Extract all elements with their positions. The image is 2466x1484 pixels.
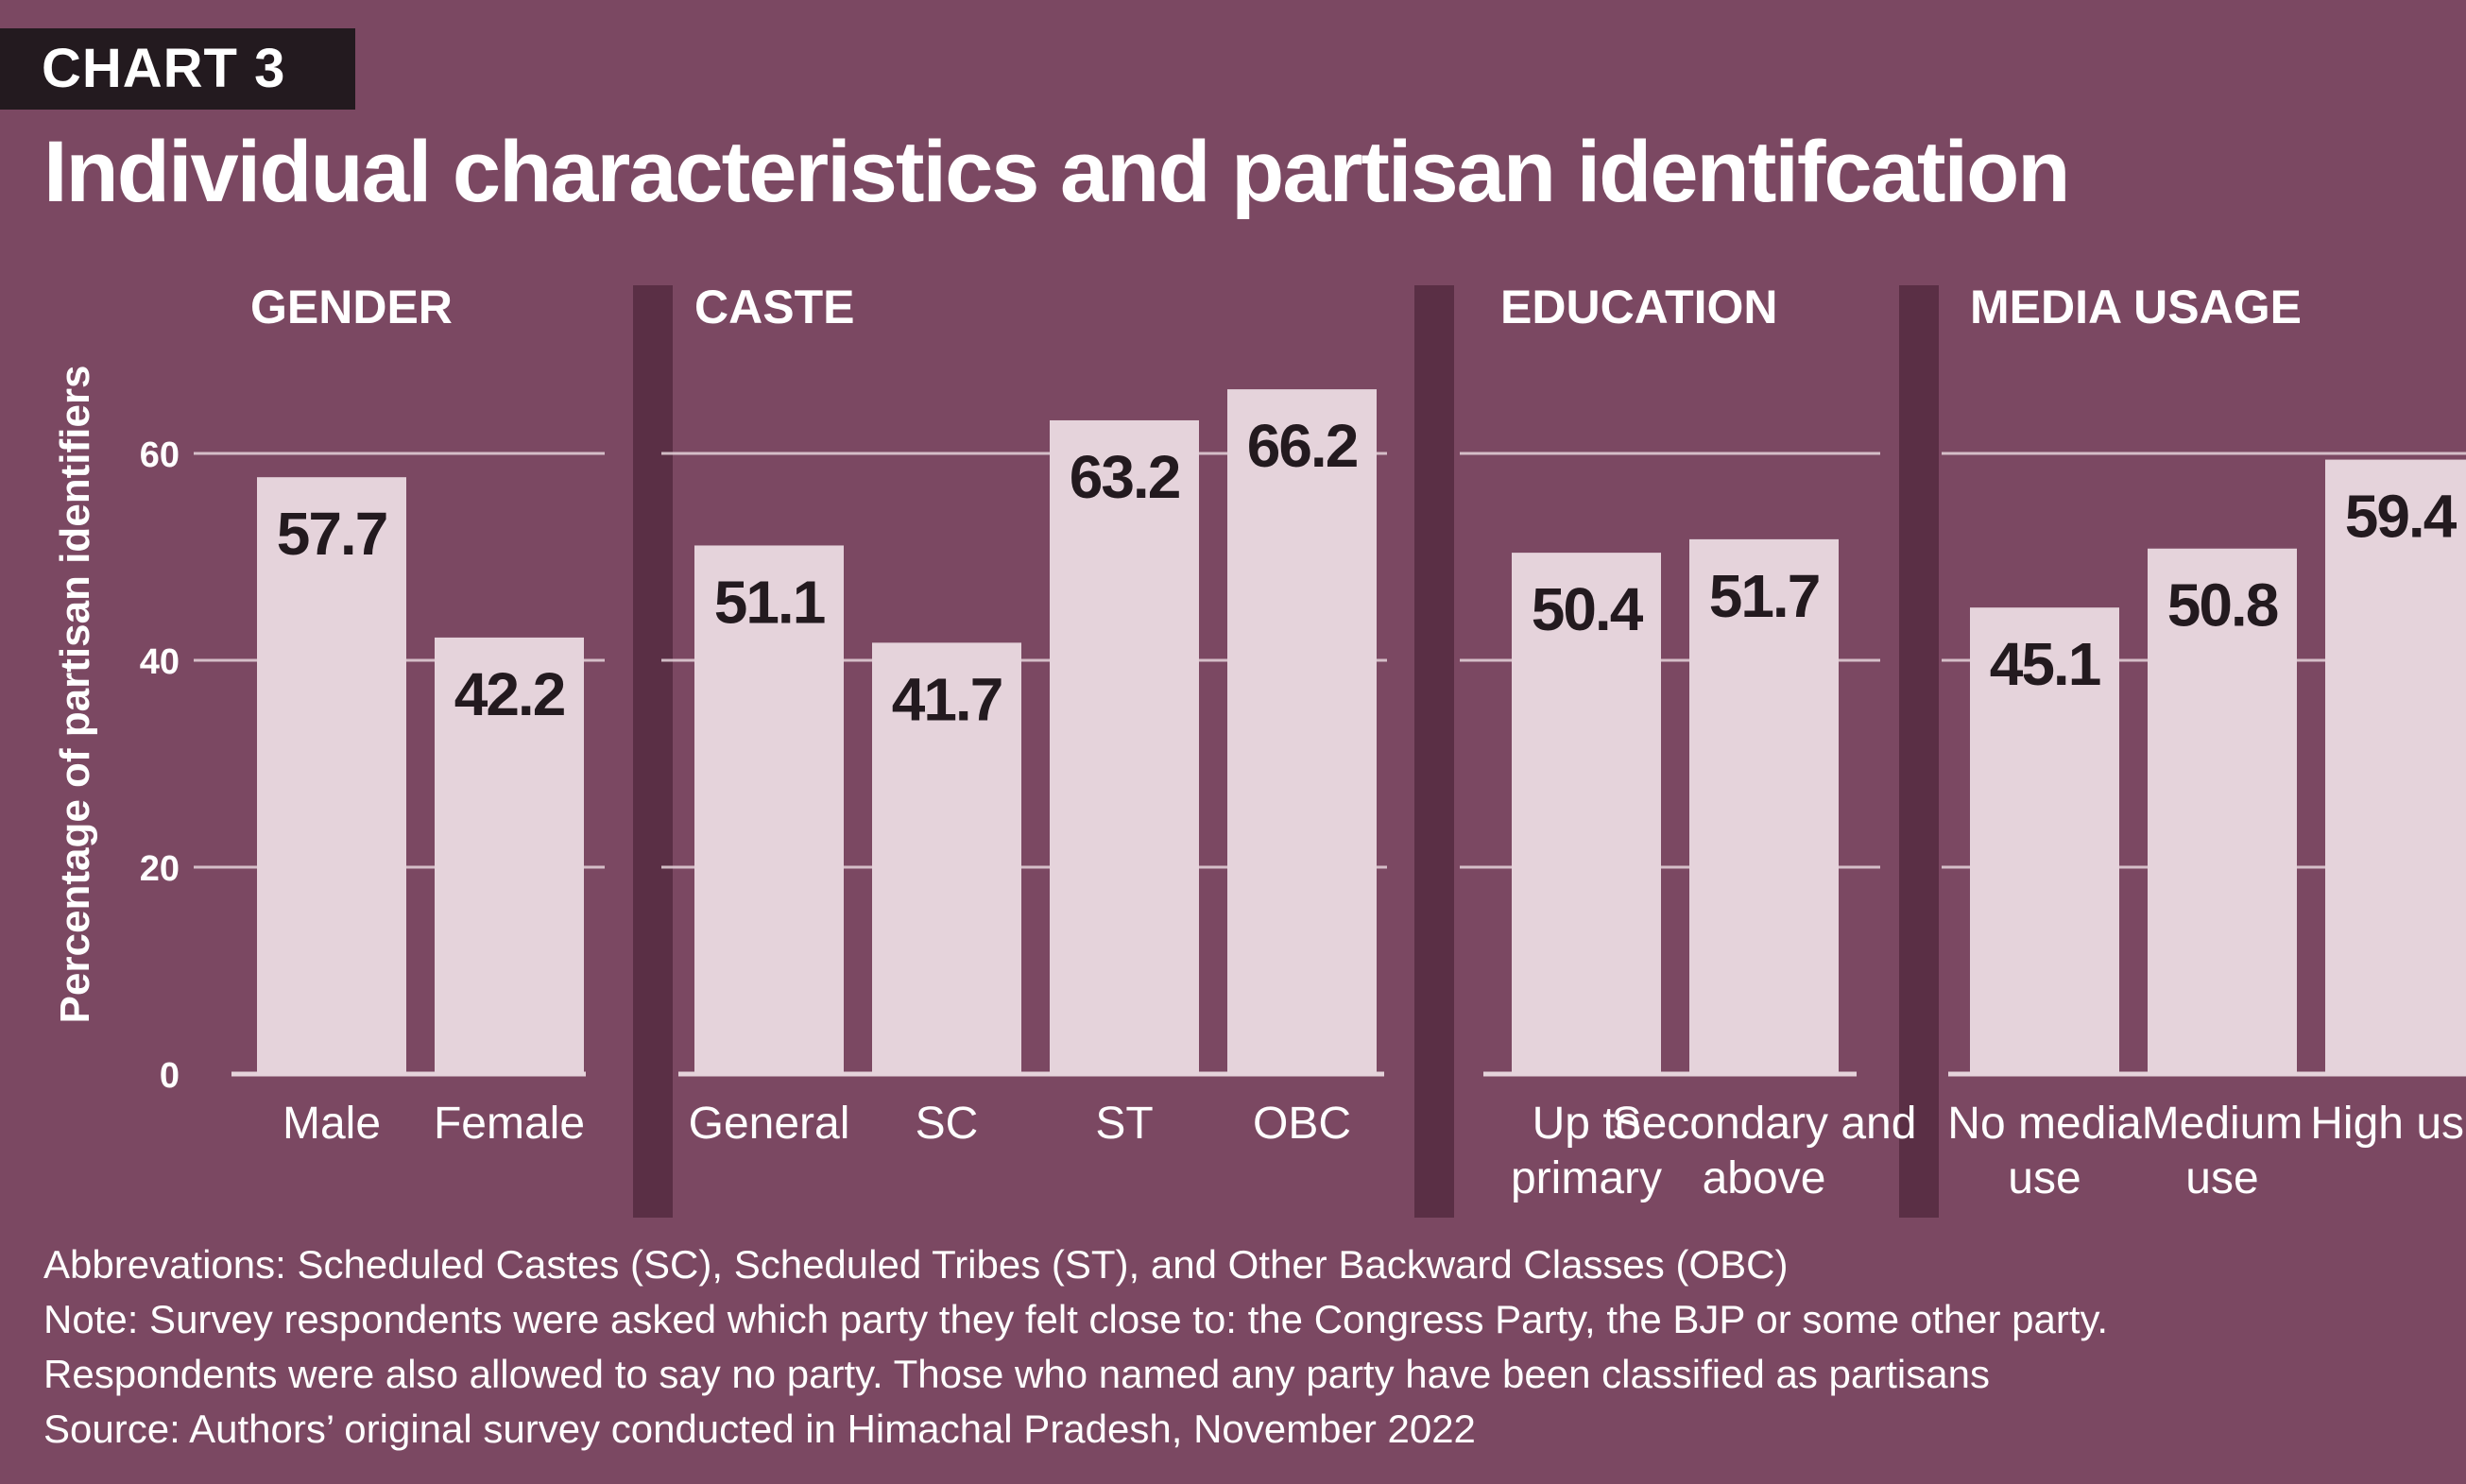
- survey-note-line-1: Note: Survey respondents were asked whic…: [43, 1297, 2109, 1341]
- education-bar-2: [1689, 538, 1839, 1074]
- gender-panel-title: GENDER: [250, 281, 453, 333]
- abbreviations-note: Abbrevations: Scheduled Castes (SC), Sch…: [43, 1242, 1789, 1287]
- media-usage-category-label-1: No media use: [1947, 1099, 2142, 1203]
- panel-divider-1: [633, 285, 673, 1218]
- media-usage-bar-2: [2148, 548, 2297, 1074]
- media-usage-value-label-1: 45.1: [1990, 630, 2100, 698]
- caste-panel-title: CASTE: [694, 281, 854, 333]
- gender-bar-1: [257, 477, 406, 1074]
- media-usage-panel-title: MEDIA USAGE: [1970, 281, 2302, 333]
- caste-bar-2: [872, 642, 1021, 1074]
- education-panel-title: EDUCATION: [1500, 281, 1778, 333]
- caste-value-label-2: 41.7: [892, 665, 1002, 733]
- education-category-label-2: Secondary and above: [1612, 1099, 1917, 1203]
- chart-notes: Abbrevations: Scheduled Castes (SC), Sch…: [43, 1237, 2443, 1457]
- caste-category-label-3: ST: [1095, 1099, 1153, 1149]
- education-category-label-1: Up to primary: [1511, 1099, 1662, 1203]
- media-usage-bar-1: [1970, 607, 2119, 1074]
- gender-value-label-1: 57.7: [277, 500, 387, 568]
- y-tick-label-20: 20: [140, 849, 180, 889]
- panel-divider-3: [1899, 285, 1939, 1218]
- caste-value-label-1: 51.1: [714, 568, 825, 636]
- education-value-label-2: 51.7: [1709, 562, 1820, 630]
- media-usage-bar-3: [2325, 459, 2466, 1074]
- caste-category-label-1: General: [689, 1099, 850, 1149]
- education-bar-1: [1512, 553, 1661, 1074]
- caste-bar-1: [694, 545, 844, 1074]
- chart-badge: CHART 3: [0, 28, 355, 110]
- y-tick-label-0: 0: [160, 1056, 180, 1096]
- gender-category-label-1: Male: [283, 1099, 381, 1149]
- panel-divider-2: [1414, 285, 1454, 1218]
- caste-bar-4: [1227, 389, 1377, 1074]
- y-axis-title: Percentage of partisan identifiers: [52, 366, 98, 1024]
- caste-category-label-2: SC: [916, 1099, 979, 1149]
- survey-note-line-2: Respondents were also allowed to say no …: [43, 1352, 1990, 1396]
- media-usage-value-label-2: 50.8: [2167, 571, 2278, 640]
- bar-chart: 0 20 40 60 Percentage of partisan identifier…: [52, 281, 2466, 1218]
- gender-value-label-2: 42.2: [454, 660, 565, 728]
- media-usage-category-label-3: High use: [2310, 1099, 2466, 1149]
- gender-category-label-2: Female: [434, 1099, 585, 1149]
- y-tick-label-40: 40: [140, 642, 180, 682]
- caste-bar-3: [1050, 419, 1199, 1075]
- caste-value-label-3: 63.2: [1070, 443, 1180, 511]
- caste-category-label-4: OBC: [1253, 1099, 1351, 1149]
- caste-value-label-4: 66.2: [1247, 412, 1358, 480]
- media-usage-value-label-3: 59.4: [2345, 483, 2457, 551]
- source-note: Source: Authors’ original survey conduct…: [43, 1407, 1476, 1451]
- education-value-label-1: 50.4: [1532, 575, 1644, 643]
- y-tick-label-60: 60: [140, 435, 180, 475]
- gender-bar-2: [435, 637, 584, 1074]
- media-usage-category-label-2: Medium use: [2142, 1099, 2303, 1203]
- chart-title: Individual characteristics and partisan …: [43, 124, 2070, 220]
